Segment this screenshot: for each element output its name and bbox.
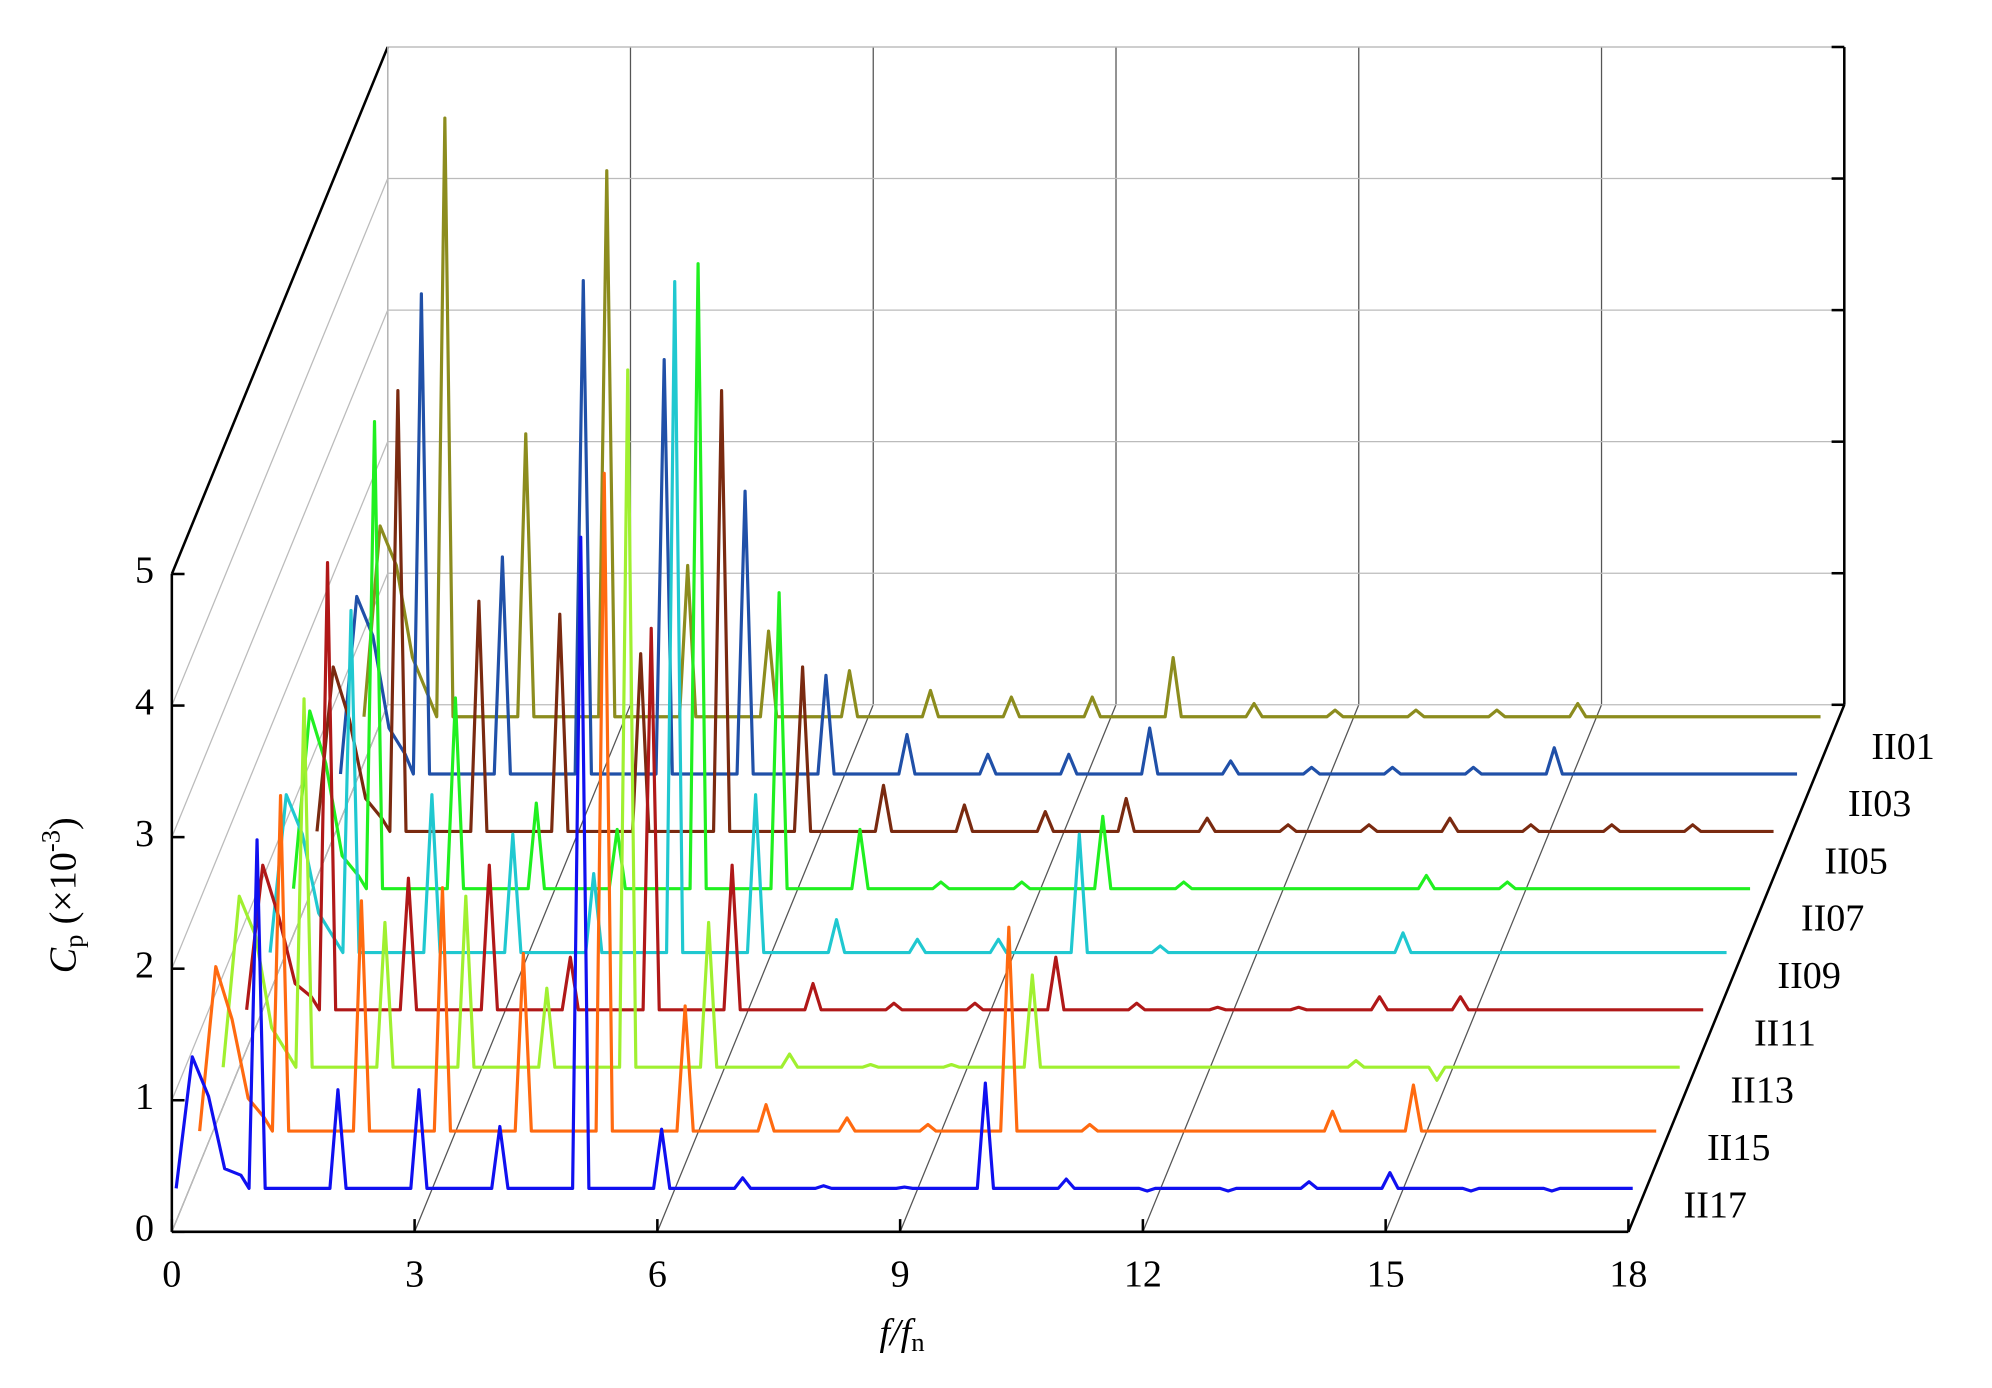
x-tick-label: 6 bbox=[648, 1253, 667, 1295]
side-grid-line bbox=[171, 178, 389, 706]
series-label: II09 bbox=[1777, 955, 1840, 997]
series-label: II15 bbox=[1707, 1127, 1770, 1169]
y-tick-label: 4 bbox=[135, 681, 154, 723]
y-tick-label: 2 bbox=[135, 944, 154, 986]
x-tick-label: 12 bbox=[1124, 1253, 1162, 1295]
y-label-sub: p bbox=[59, 935, 89, 948]
y-label-unit: (×10 bbox=[42, 852, 84, 924]
side-grid-line bbox=[171, 704, 389, 1233]
series-line bbox=[198, 471, 1657, 1133]
side-grid-line bbox=[171, 309, 389, 838]
x-tick-label: 15 bbox=[1367, 1253, 1405, 1295]
side-grid-line bbox=[171, 441, 389, 969]
series-line bbox=[221, 368, 1680, 1082]
series-label: II11 bbox=[1754, 1012, 1816, 1054]
x-axis-label: f/fn bbox=[879, 1312, 924, 1357]
y-label-exponent: -3 bbox=[36, 830, 66, 852]
axis-line bbox=[170, 46, 389, 575]
axis-line bbox=[1627, 704, 1846, 1233]
x-tick-label: 18 bbox=[1609, 1253, 1647, 1295]
series-label: II01 bbox=[1871, 726, 1934, 768]
series-line bbox=[291, 262, 1751, 891]
series-line bbox=[315, 389, 1774, 833]
series-line bbox=[268, 279, 1727, 955]
floor-grid-line bbox=[1385, 704, 1603, 1233]
y-tick-label: 3 bbox=[135, 813, 154, 855]
series-label: II17 bbox=[1684, 1184, 1747, 1226]
series-label: II07 bbox=[1801, 898, 1864, 940]
series-label: II05 bbox=[1824, 840, 1887, 882]
x-label-sub: n bbox=[911, 1327, 924, 1357]
floor-grid-line bbox=[656, 704, 874, 1233]
series-label: II03 bbox=[1848, 783, 1911, 825]
x-label-main: f/f bbox=[879, 1312, 915, 1354]
series-label: II13 bbox=[1730, 1070, 1793, 1112]
floor-grid-line bbox=[1142, 704, 1360, 1233]
series-line bbox=[174, 535, 1633, 1193]
series-line bbox=[245, 560, 1704, 1012]
x-tick-label: 3 bbox=[405, 1253, 424, 1295]
x-tick-label: 0 bbox=[162, 1253, 181, 1295]
y-tick-label: 1 bbox=[135, 1076, 154, 1118]
y-label-close: ) bbox=[42, 817, 84, 830]
series-line bbox=[338, 279, 1798, 776]
y-tick-label: 0 bbox=[135, 1208, 154, 1250]
y-axis-label: Cp (×10-3) bbox=[36, 817, 89, 973]
y-tick-label: 5 bbox=[135, 550, 154, 592]
y-label-symbol: C bbox=[42, 947, 84, 973]
series-line bbox=[362, 116, 1821, 719]
x-tick-label: 9 bbox=[891, 1253, 910, 1295]
